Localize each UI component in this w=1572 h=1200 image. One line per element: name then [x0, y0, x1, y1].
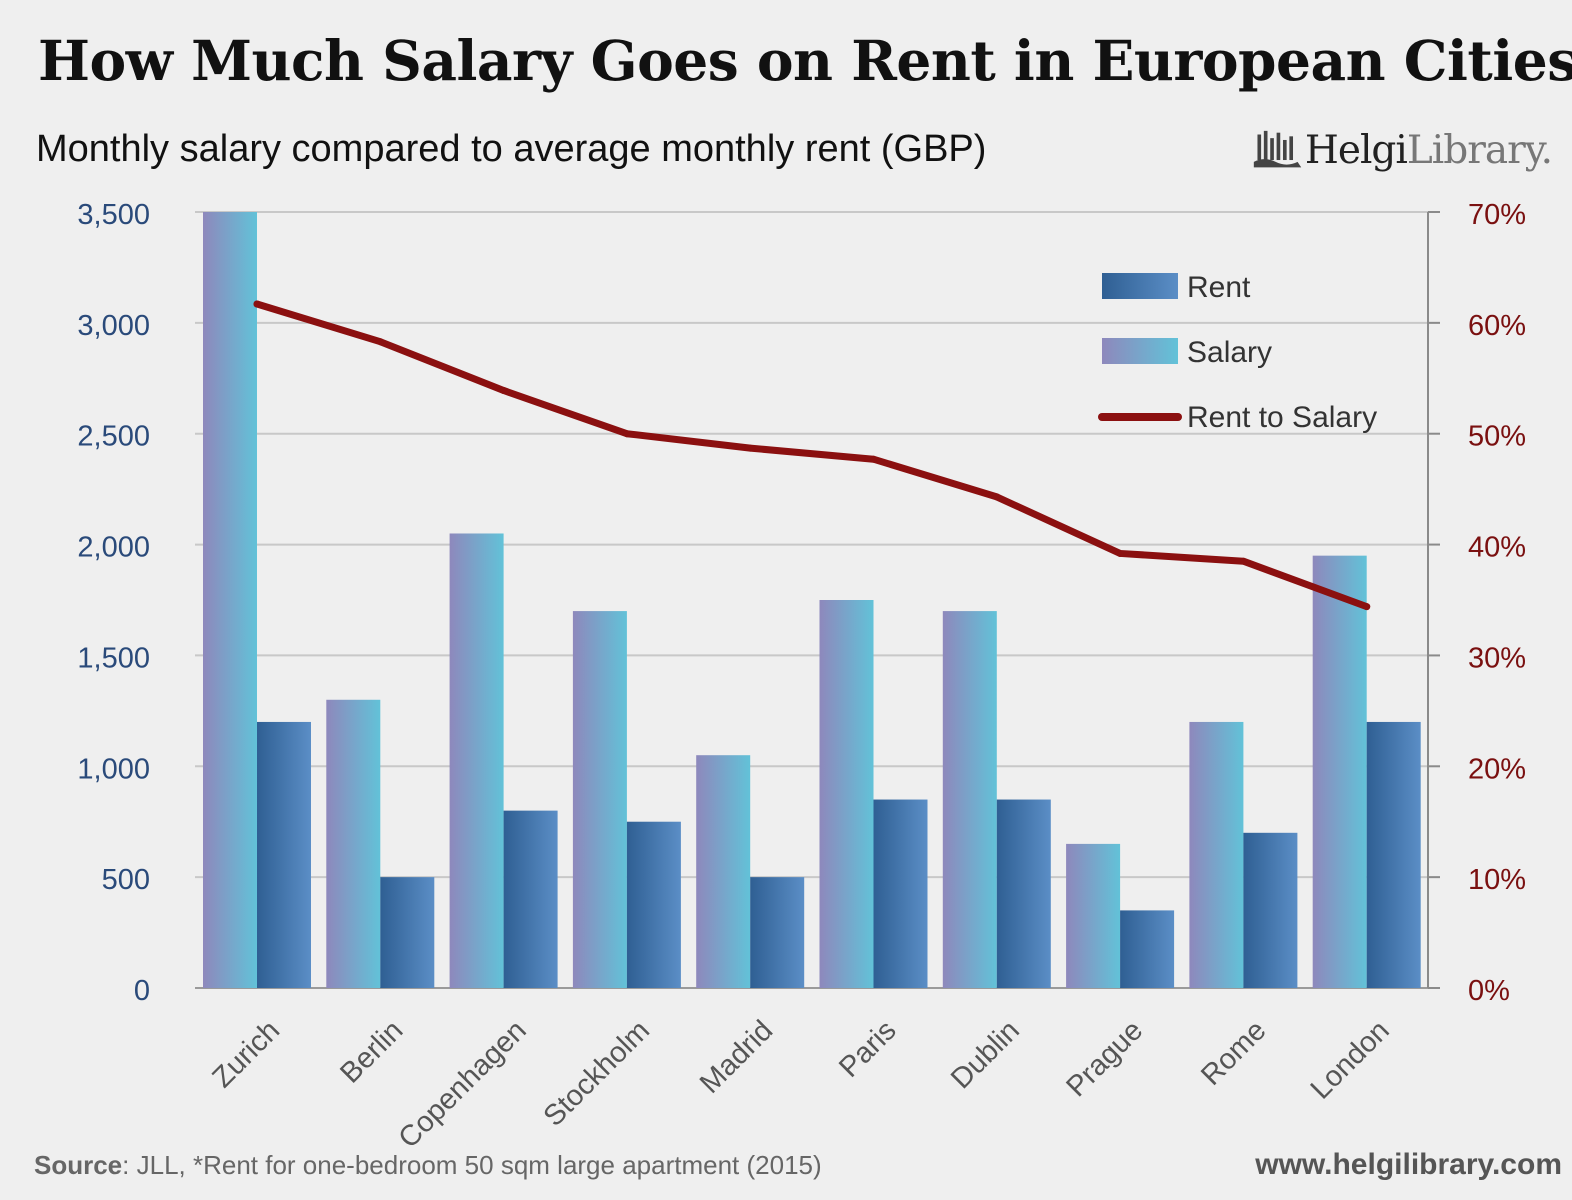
- helgi-logo-icon: [1253, 130, 1302, 168]
- rent-to-salary-point: [746, 444, 754, 452]
- footer-source: Source: JLL, *Rent for one-bedroom 50 sq…: [34, 1150, 822, 1181]
- rent-to-salary-point: [993, 493, 1001, 501]
- bars: [203, 212, 1421, 988]
- legend-swatch-rent: [1102, 273, 1178, 299]
- salary-bar-rome: [1189, 721, 1244, 988]
- category-label-berlin: Berlin: [334, 1014, 409, 1089]
- left-axis-tick-label: 3,500: [77, 199, 150, 231]
- salary-bar-madrid: [696, 755, 751, 988]
- helgi-library-logo: HelgiLibrary.: [1252, 120, 1553, 180]
- category-label-madrid: Madrid: [694, 1014, 779, 1099]
- salary-bar-stockholm: [572, 611, 627, 988]
- right-axis-tick-label: 40%: [1468, 532, 1526, 564]
- left-axis-tick-label: 1,000: [77, 753, 150, 785]
- left-axis-tick-label: 3,000: [77, 310, 150, 342]
- category-label-copenhagen: Copenhagen: [393, 1014, 533, 1154]
- rent-bar-paris: [873, 799, 928, 988]
- rent-bar-london: [1366, 721, 1421, 988]
- right-axis-tick-label: 60%: [1468, 310, 1526, 342]
- source-label: Source: [34, 1150, 123, 1180]
- legend-label: Rent: [1187, 271, 1251, 304]
- left-axis-tick-label: 0: [134, 975, 150, 1007]
- category-label-prague: Prague: [1060, 1014, 1149, 1103]
- legend-swatch-salary: [1102, 338, 1178, 364]
- rent-to-salary-point: [1239, 557, 1247, 565]
- rent-bar-madrid: [750, 877, 805, 988]
- left-axis-tick-label: 2,500: [77, 421, 150, 453]
- right-axis-tick-label: 20%: [1468, 753, 1526, 785]
- category-label-paris: Paris: [833, 1014, 902, 1083]
- logo-text-light: Library.: [1406, 127, 1553, 173]
- rent-to-salary-point: [376, 338, 384, 346]
- rent-to-salary-point: [870, 455, 877, 463]
- rent-bar-stockholm: [626, 821, 681, 988]
- left-axis-tick-label: 1,500: [77, 642, 150, 674]
- rent-bar-copenhagen: [503, 810, 558, 988]
- salary-bar-paris: [819, 600, 874, 988]
- rent-to-salary-point: [500, 386, 508, 394]
- axes: 0 500 1,000 1,500 2,000 2,500 3,000 3,500 0% 10% 2…: [77, 199, 1526, 1155]
- rent-bar-zurich: [257, 721, 311, 988]
- salary-bar-london: [1312, 555, 1367, 988]
- category-label-rome: Rome: [1195, 1014, 1272, 1091]
- salary-bar-prague: [1066, 843, 1121, 988]
- right-axis-tick-label: 50%: [1468, 421, 1526, 453]
- logo-text-bold: Helgi: [1304, 127, 1408, 173]
- footer-url: www.helgilibrary.com: [1255, 1148, 1562, 1181]
- legend-label: Rent to Salary: [1187, 401, 1377, 434]
- salary-bar-dublin: [942, 611, 997, 988]
- rent-to-salary-series-line: [253, 300, 1371, 611]
- salary-bar-berlin: [326, 699, 381, 988]
- salary-bar-zurich: [203, 212, 257, 988]
- source-text: : JLL, *Rent for one-bedroom 50 sqm larg…: [122, 1150, 822, 1180]
- rent-to-salary-point: [1116, 549, 1124, 557]
- legend-label: Salary: [1187, 336, 1272, 369]
- right-axis-tick-label: 0%: [1468, 975, 1510, 1007]
- chart-subtitle: Monthly salary compared to average month…: [36, 128, 987, 170]
- rent-to-salary-line: [253, 300, 1371, 611]
- right-axis-tick-label: 30%: [1468, 642, 1526, 674]
- chart-title: How Much Salary Goes on Rent in European…: [38, 28, 1572, 93]
- legend: Rent Salary Rent to Salary: [1098, 271, 1377, 434]
- category-label-stockholm: Stockholm: [538, 1014, 656, 1132]
- rent-bar-dublin: [996, 799, 1051, 988]
- rent-to-salary-point: [623, 430, 631, 438]
- category-label-london: London: [1305, 1014, 1396, 1105]
- left-axis-tick-label: 500: [102, 864, 150, 896]
- rent-bar-prague: [1120, 910, 1175, 988]
- right-axis-tick-label: 70%: [1468, 199, 1526, 231]
- rent-to-salary-point: [253, 300, 261, 308]
- rent-to-salary-point: [1363, 603, 1371, 611]
- salary-bar-copenhagen: [449, 533, 504, 988]
- category-label-dublin: Dublin: [945, 1014, 1026, 1095]
- left-axis-tick-label: 2,000: [77, 532, 150, 564]
- category-label-zurich: Zurich: [206, 1014, 286, 1094]
- right-axis-tick-label: 10%: [1468, 864, 1526, 896]
- rent-bar-berlin: [380, 877, 435, 988]
- rent-bar-rome: [1243, 832, 1298, 988]
